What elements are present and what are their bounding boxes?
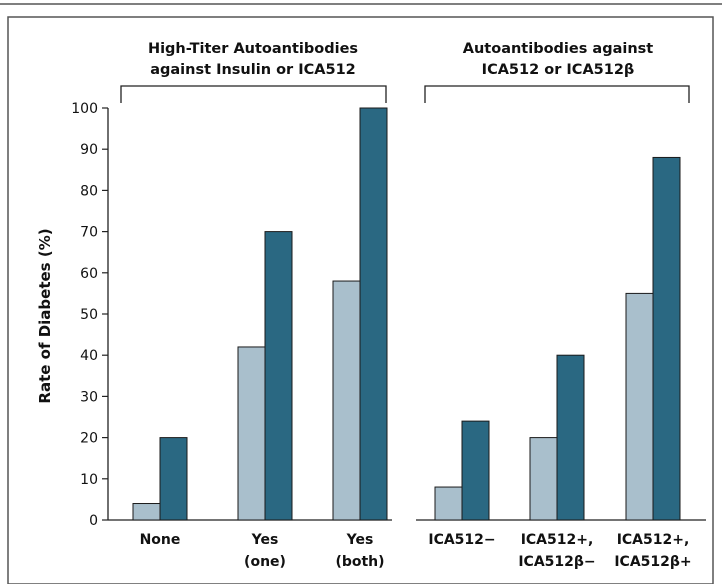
bar-dark-1-1 (556, 354, 585, 521)
y-tick-label: 20 (80, 431, 98, 447)
category-label-line2: (both) (335, 554, 384, 570)
group-bracket-2 (424, 85, 690, 103)
y-tick-label: 70 (80, 225, 98, 241)
category-label-layer: None Yes (one) Yes (both) ICA512− ICA512+, ICA5… (140, 532, 692, 570)
y-tick-label: 60 (80, 266, 98, 282)
y-tick-label: 40 (80, 348, 98, 364)
y-tick-label: 80 (80, 183, 98, 199)
bar-light-0-2 (332, 280, 361, 521)
category-label-line2: (one) (244, 554, 286, 570)
bar-dark-1-2 (652, 156, 681, 521)
bar-dark-0-0 (159, 437, 188, 521)
group-title-2-line2: ICA512 or ICA512β (482, 62, 635, 78)
bar-light-0-0 (132, 503, 161, 521)
y-tick-label: 50 (80, 307, 98, 323)
group-title-1-line2: against Insulin or ICA512 (150, 62, 356, 78)
y-axis-title: Rate of Diabetes (%) (36, 228, 54, 403)
chart-frame (7, 16, 714, 584)
y-tick-label: 0 (89, 513, 98, 529)
bar-light-0-1 (237, 346, 266, 521)
y-tick-label: 100 (71, 101, 98, 117)
category-label-line1: ICA512+, (521, 532, 594, 548)
bar-light-1-1 (529, 437, 558, 521)
category-label-line1: ICA512− (428, 532, 495, 548)
y-tick-label: 10 (80, 472, 98, 488)
group-title-2-line1: Autoantibodies against (463, 41, 654, 57)
category-label-line2: ICA512β− (518, 554, 595, 570)
bar-dark-1-0 (461, 420, 490, 521)
bar-dark-0-2 (359, 107, 388, 521)
group-title-1-line1: High-Titer Autoantibodies (148, 41, 358, 57)
group-bracket-1 (120, 85, 387, 103)
bar-light-1-0 (434, 486, 463, 521)
category-label-line1: Yes (251, 532, 279, 548)
y-tick-label: 30 (80, 389, 98, 405)
bar-light-1-2 (625, 292, 654, 521)
category-label-line1: Yes (346, 532, 374, 548)
y-tick-label: 90 (80, 142, 98, 158)
bar-dark-0-1 (264, 231, 293, 521)
category-label-line1: ICA512+, (617, 532, 690, 548)
category-label-line1: None (140, 532, 181, 548)
bar-layer (132, 107, 681, 521)
category-label-line2: ICA512β+ (614, 554, 691, 570)
